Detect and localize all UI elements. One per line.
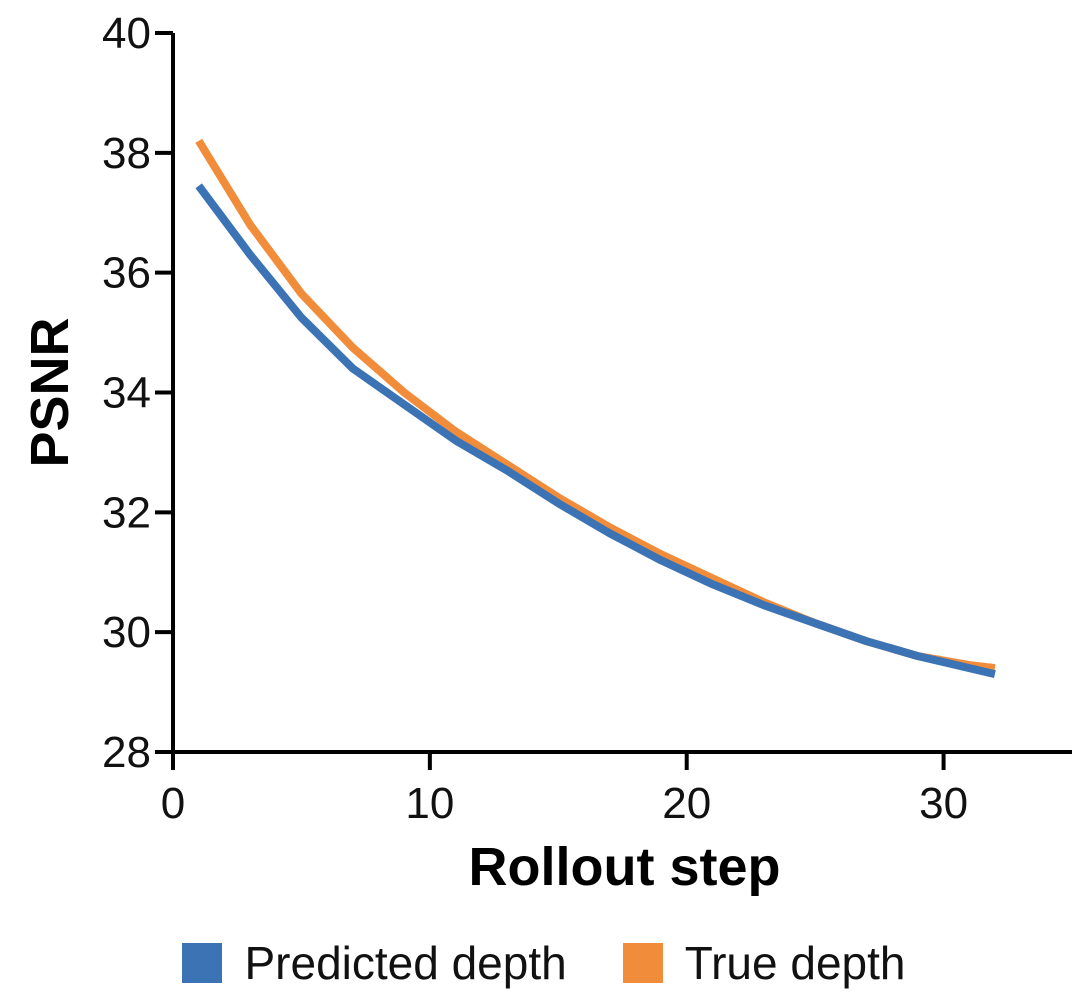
x-tick-label: 0 [161,779,185,828]
legend-swatch-predicted-depth [182,943,223,983]
x-tick-label: 20 [662,779,711,828]
y-tick-label: 30 [102,608,151,657]
y-tick-label: 34 [102,369,151,418]
y-tick-label: 36 [102,249,151,298]
x-ticks: 0 10 20 30 [161,752,968,828]
series-layer [195,138,996,678]
legend-item-true-depth: True depth [622,936,906,990]
y-tick-label: 38 [102,129,151,178]
y-ticks: 28 30 32 34 36 38 40 [102,9,173,777]
x-tick-label: 30 [919,779,968,828]
y-tick-label: 32 [102,488,151,537]
series-line-true-depth [195,138,996,673]
y-axis-title: PSNR [20,317,80,467]
legend-item-predicted-depth: Predicted depth [182,936,567,990]
axes [171,33,1072,754]
y-tick-label: 40 [102,9,151,58]
legend-label-predicted-depth: Predicted depth [244,937,567,989]
legend-label-true-depth: True depth [684,937,906,989]
legend: Predicted depth True depth [0,928,1088,998]
x-tick-label: 10 [405,779,454,828]
x-axis-title: Rollout step [469,837,781,897]
series-line-predicted-depth [195,183,996,678]
y-tick-label: 28 [102,728,151,777]
line-chart: 28 30 32 34 36 38 40 0 10 20 30 PSNR Rollout step [20,9,1072,897]
legend-swatch-true-depth [622,943,663,983]
